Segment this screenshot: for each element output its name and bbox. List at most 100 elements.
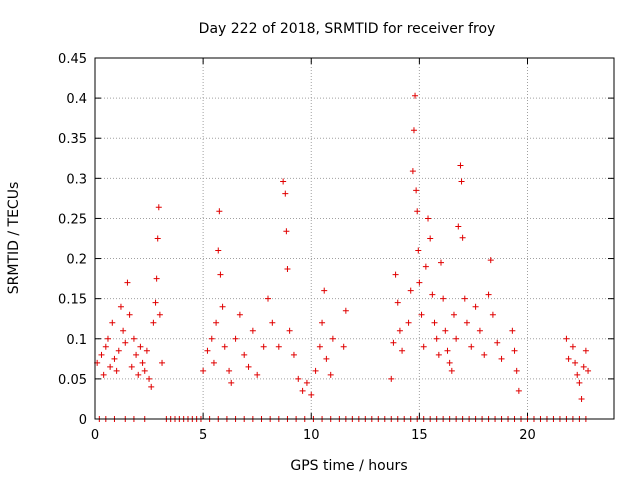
data-point	[412, 92, 419, 99]
data-point	[563, 335, 570, 342]
y-tick-label: 0.1	[66, 333, 87, 348]
data-point	[241, 351, 248, 358]
data-point	[126, 311, 133, 318]
data-point	[221, 343, 228, 350]
axis-ticks: 0 5 10 15 20 0 0.05 0.1 0.15 0.2 0.25 0.3 0.35 0.4 0.4…	[58, 52, 614, 443]
data-point	[453, 335, 460, 342]
data-point	[481, 351, 488, 358]
data-point	[582, 347, 589, 354]
data-point	[394, 299, 401, 306]
data-point	[128, 363, 135, 370]
y-tick-label: 0.4	[66, 92, 87, 107]
data-point	[433, 335, 440, 342]
data-point	[446, 359, 453, 366]
data-point	[414, 208, 421, 215]
data-point	[290, 351, 297, 358]
data-point	[215, 247, 222, 254]
y-tick-label: 0.15	[58, 293, 87, 308]
data-point	[148, 383, 155, 390]
data-point	[113, 367, 120, 374]
data-point	[98, 351, 105, 358]
data-point	[141, 367, 148, 374]
data-point	[399, 347, 406, 354]
x-tick-label: 0	[91, 428, 99, 443]
data-point	[422, 263, 429, 270]
data-point	[254, 371, 261, 378]
data-point	[135, 371, 142, 378]
data-point	[340, 343, 347, 350]
data-point	[282, 190, 289, 197]
data-point	[457, 162, 464, 169]
data-point	[104, 335, 111, 342]
data-point	[109, 319, 116, 326]
data-point	[269, 319, 276, 326]
data-point	[585, 367, 592, 374]
data-point	[115, 347, 122, 354]
data-point	[472, 303, 479, 310]
data-point	[388, 375, 395, 382]
data-point	[139, 359, 146, 366]
data-point	[122, 339, 129, 346]
data-point	[565, 355, 572, 362]
data-point	[327, 371, 334, 378]
data-point	[100, 371, 107, 378]
data-point	[226, 367, 233, 374]
y-tick-label: 0.45	[58, 52, 87, 67]
plot-area-border	[94, 57, 615, 420]
data-point	[245, 363, 252, 370]
data-point	[485, 291, 492, 298]
data-point	[265, 295, 271, 302]
data-point	[137, 343, 144, 350]
data-point	[217, 271, 224, 278]
data-point	[511, 347, 518, 354]
data-point	[213, 319, 220, 326]
data-point	[321, 287, 328, 294]
data-point	[143, 347, 150, 354]
data-point	[450, 311, 457, 318]
data-point	[286, 327, 293, 334]
data-point	[232, 335, 239, 342]
data-point	[283, 228, 290, 235]
data-point	[463, 319, 470, 326]
data-point	[572, 359, 579, 366]
x-tick-label: 10	[303, 428, 320, 443]
data-point	[413, 187, 420, 194]
data-point	[410, 127, 417, 134]
data-point	[130, 335, 137, 342]
data-point	[438, 259, 444, 266]
data-point	[319, 319, 326, 326]
data-point	[153, 275, 160, 282]
data-point	[515, 387, 522, 394]
data-point	[295, 375, 302, 382]
x-tick-label: 15	[411, 428, 428, 443]
data-point	[396, 327, 403, 334]
data-point	[208, 335, 215, 342]
data-point	[576, 379, 583, 386]
data-point	[431, 319, 438, 326]
data-point	[154, 235, 161, 242]
data-point	[146, 375, 153, 382]
data-point	[107, 363, 114, 370]
data-point	[102, 343, 109, 350]
data-point	[308, 391, 315, 398]
data-point	[249, 327, 256, 334]
data-point	[312, 367, 319, 374]
y-axis-title: SRMTID / TECUs	[6, 182, 22, 295]
data-point	[418, 311, 425, 318]
data-point	[200, 367, 207, 374]
data-point	[455, 223, 462, 230]
y-tick-label: 0.35	[58, 132, 87, 147]
data-point	[448, 367, 455, 374]
data-point	[468, 343, 475, 350]
data-point	[407, 287, 414, 294]
data-point	[316, 343, 323, 350]
data-point	[210, 359, 217, 366]
data-point	[303, 379, 310, 386]
data-point	[435, 351, 442, 358]
data-point	[111, 355, 118, 362]
data-point	[509, 327, 516, 334]
data-point	[280, 178, 287, 185]
y-tick-label: 0.25	[58, 212, 87, 227]
data-point	[155, 204, 162, 211]
data-point	[461, 295, 468, 302]
